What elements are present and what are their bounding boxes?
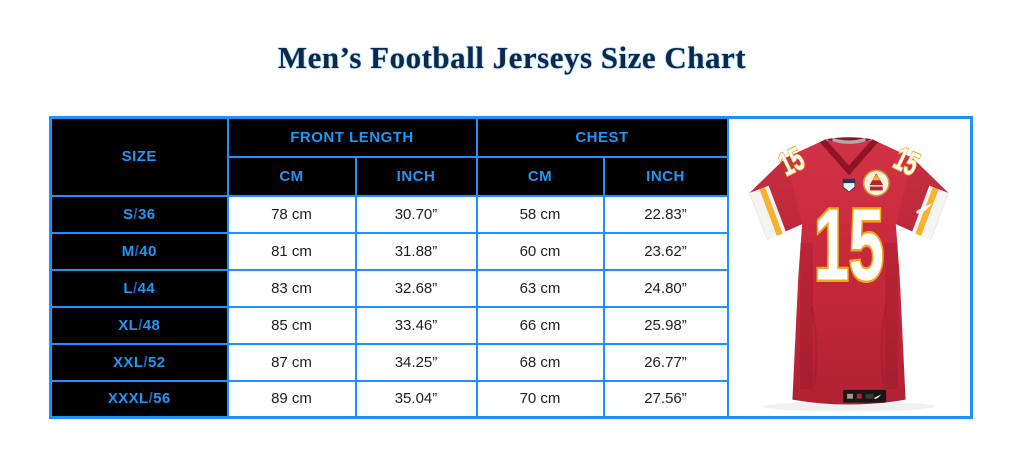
jersey-product-image: 15 15 15 (726, 116, 973, 419)
team-patch-icon (863, 169, 891, 197)
chest-cm-value: 58 cm (475, 194, 605, 234)
chest-cm-value: 66 cm (475, 305, 605, 345)
size-label: S/36 (49, 194, 229, 234)
table-row-xxl52: XXL/52 87 cm 34.25” 68 cm 26.77” (49, 342, 972, 382)
front-inch-value: 35.04” (354, 379, 478, 419)
page-title: Men’s Football Jerseys Size Chart (277, 40, 747, 75)
table-row-m40: M/40 81 cm 31.88” 60 cm 23.62” (49, 231, 972, 271)
front-cm-value: 81 cm (226, 231, 357, 271)
chest-inch-value: 22.83” (602, 194, 729, 234)
nfl-shield-icon (843, 178, 856, 192)
size-label: XXL/52 (49, 342, 229, 382)
front-inch-value: 33.46” (354, 305, 478, 345)
front-inch-value: 32.68” (354, 268, 478, 308)
size-label: XXXL/56 (49, 379, 229, 419)
chest-inch-value: 27.56” (602, 379, 729, 419)
front-length-group-header: FRONT LENGTH (226, 116, 478, 158)
front-cm-value: 87 cm (226, 342, 357, 382)
chest-inch-value: 23.62” (602, 231, 729, 271)
jersey-body-group: 15 15 15 (749, 136, 949, 411)
front-inch-value: 31.88” (354, 231, 478, 271)
jersey-silhouette (749, 137, 949, 405)
front-cm-value: 89 cm (226, 379, 357, 419)
chest-cm-header: CM (475, 155, 605, 197)
front-cm-value: 85 cm (226, 305, 357, 345)
chest-cm-value: 68 cm (475, 342, 605, 382)
front-length-cm-header: CM (226, 155, 357, 197)
front-inch-value: 30.70” (354, 194, 478, 234)
chest-inch-header: INCH (602, 155, 729, 197)
chest-inch-value: 25.98” (602, 305, 729, 345)
front-cm-value: 78 cm (226, 194, 357, 234)
chest-cm-value: 63 cm (475, 268, 605, 308)
chest-inch-value: 24.80” (602, 268, 729, 308)
size-chart-table: SIZE FRONT LENGTH CHEST (49, 116, 973, 419)
front-cm-value: 83 cm (226, 268, 357, 308)
size-column-header: SIZE (49, 116, 229, 197)
size-label: XL/48 (49, 305, 229, 345)
table-row-xl48: XL/48 85 cm 33.46” 66 cm 25.98” (49, 305, 972, 345)
bottom-tag (843, 389, 887, 403)
jersey-chest-number: 15 (814, 188, 884, 301)
front-inch-value: 34.25” (354, 342, 478, 382)
chest-group-header: CHEST (475, 116, 729, 158)
size-label: L/44 (49, 268, 229, 308)
chest-inch-value: 26.77” (602, 342, 729, 382)
chest-cm-value: 70 cm (475, 379, 605, 419)
chest-cm-value: 60 cm (475, 231, 605, 271)
size-label: M/40 (49, 231, 229, 271)
table-row-s36: S/36 78 cm 30.70” 58 cm 22.83” (49, 194, 972, 234)
front-length-inch-header: INCH (354, 155, 478, 197)
v-neck-collar (819, 136, 879, 175)
table-row-xxxl56: XXXL/56 89 cm 35.04” 70 cm 27.56” (49, 379, 972, 419)
nike-swoosh-icon (916, 202, 933, 214)
table-row-l44: L/44 83 cm 32.68” 63 cm 24.80” (49, 268, 972, 308)
red-football-jersey-graphic: 15 15 15 (749, 136, 949, 411)
